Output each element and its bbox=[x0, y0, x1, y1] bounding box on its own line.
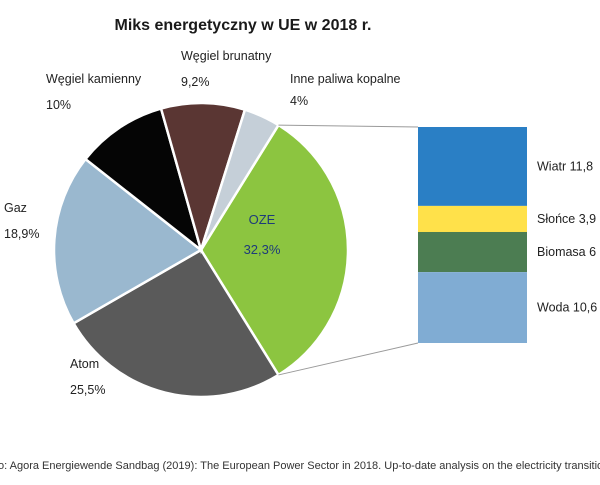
source-note: o: Agora Energiewende Sandbag (2019): Th… bbox=[0, 460, 600, 472]
slice-label-oze: OZE bbox=[249, 212, 276, 227]
connector-line-bottom bbox=[278, 342, 419, 376]
pie bbox=[52, 101, 350, 399]
slice-value-wegiel-kamienny: 10% bbox=[46, 98, 71, 112]
slice-label-wegiel-kamienny: Węgiel kamienny bbox=[46, 72, 142, 86]
bar-segment-slonce bbox=[418, 205, 527, 232]
slice-label-inne-paliwa-kopalne: Inne paliwa kopalne bbox=[290, 72, 401, 86]
slice-label-atom: Atom bbox=[70, 357, 99, 371]
slice-value-wegiel-brunatny: 9,2% bbox=[181, 75, 210, 89]
chart-title: Miks energetyczny w UE w 2018 r. bbox=[114, 17, 371, 34]
slice-value-gaz: 18,9% bbox=[4, 227, 39, 241]
segment-label-wiatr: Wiatr 11,8 bbox=[537, 159, 593, 173]
labels: OZE 32,3% Atom 25,5% Gaz 18,9% Węgiel kamienny… bbox=[4, 49, 597, 397]
bar-segment-wiatr bbox=[418, 127, 527, 206]
pie-slice-oze bbox=[199, 123, 350, 377]
pie-slice-atom bbox=[71, 248, 281, 399]
segment-label-woda: Woda 10,6 bbox=[537, 301, 597, 315]
slice-value-atom: 25,5% bbox=[70, 383, 105, 397]
segment-label-slonce: Słońce 3,9 bbox=[537, 212, 596, 226]
bar-segment-biomasa bbox=[418, 231, 527, 273]
connector-line-top bbox=[278, 124, 419, 128]
breakdown-connectors bbox=[278, 124, 419, 376]
pie-slice-gaz bbox=[52, 157, 204, 326]
pie-slice-inne-paliwa-kopalne bbox=[199, 108, 281, 251]
pie-slice-wegiel-kamienny bbox=[83, 106, 204, 254]
slice-value-inne-paliwa-kopalne: 4% bbox=[290, 94, 308, 108]
segment-label-biomasa: Biomasa 6 bbox=[537, 245, 596, 259]
slice-value-oze: 32,3% bbox=[244, 242, 281, 257]
oze-breakdown-bar bbox=[418, 127, 527, 343]
pie-slice-wegiel-brunatny bbox=[159, 101, 247, 255]
bar-segment-woda bbox=[418, 272, 527, 343]
slice-label-gaz: Gaz bbox=[4, 201, 27, 215]
slice-label-wegiel-brunatny: Węgiel brunatny bbox=[181, 49, 272, 63]
